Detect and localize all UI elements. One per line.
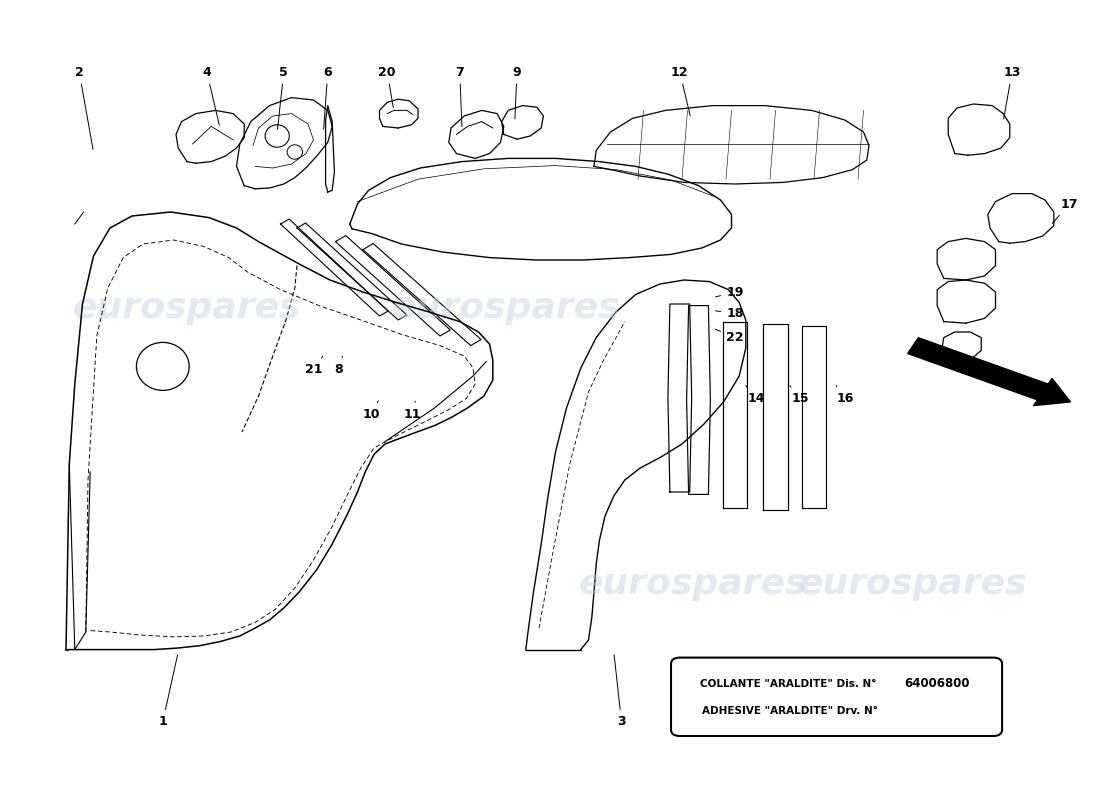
Text: 1: 1 xyxy=(158,654,177,728)
Text: 6: 6 xyxy=(323,66,332,130)
Text: 9: 9 xyxy=(513,66,521,119)
Text: 11: 11 xyxy=(404,401,421,421)
Text: 21: 21 xyxy=(305,356,323,376)
Text: 64006800: 64006800 xyxy=(904,677,969,690)
FancyBboxPatch shape xyxy=(671,658,1002,736)
Text: 15: 15 xyxy=(790,386,810,405)
Text: 19: 19 xyxy=(715,286,744,298)
Text: 18: 18 xyxy=(715,307,744,320)
Text: COLLANTE "ARALDITE" Dis. N°: COLLANTE "ARALDITE" Dis. N° xyxy=(700,678,880,689)
Text: 5: 5 xyxy=(277,66,288,130)
Text: 22: 22 xyxy=(715,329,744,344)
Text: 13: 13 xyxy=(1003,66,1021,119)
Text: 8: 8 xyxy=(334,356,343,376)
Text: 12: 12 xyxy=(671,66,690,116)
Text: 16: 16 xyxy=(836,386,854,405)
Text: 3: 3 xyxy=(614,654,626,728)
Text: 14: 14 xyxy=(746,386,766,405)
Text: 7: 7 xyxy=(455,66,464,127)
Text: 4: 4 xyxy=(202,66,219,126)
Text: ADHESIVE "ARALDITE" Drv. N°: ADHESIVE "ARALDITE" Drv. N° xyxy=(702,706,878,716)
Text: 20: 20 xyxy=(378,66,396,108)
Text: eurospares: eurospares xyxy=(579,567,807,601)
Text: 17: 17 xyxy=(1053,198,1078,223)
FancyArrow shape xyxy=(908,338,1070,406)
Text: eurospares: eurospares xyxy=(392,291,620,325)
Text: eurospares: eurospares xyxy=(799,567,1027,601)
Text: 2: 2 xyxy=(75,66,94,150)
Text: eurospares: eurospares xyxy=(73,291,301,325)
Text: 10: 10 xyxy=(363,401,381,421)
